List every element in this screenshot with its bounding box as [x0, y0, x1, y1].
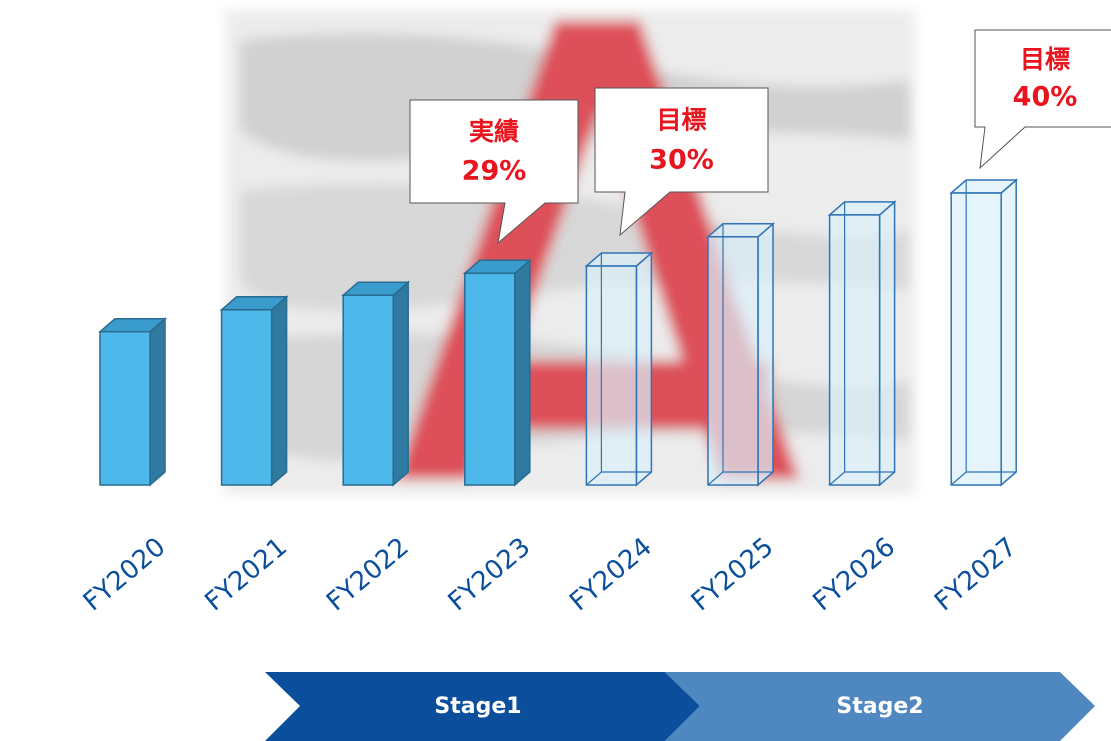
callout-note: 目標: [656, 105, 706, 134]
bar-front: [220, 309, 273, 486]
bar: [705, 222, 776, 487]
stage-arrow: [265, 672, 700, 741]
bar: [219, 295, 289, 487]
data-label: 40%: [1013, 81, 1078, 112]
x-tick-label: FY2027: [929, 532, 1023, 617]
bar-front: [828, 214, 881, 486]
stage-label: Stage2: [836, 694, 923, 719]
bar: [341, 280, 411, 487]
bar-side: [149, 317, 166, 487]
x-tick-label: FY2026: [807, 532, 901, 617]
bar: [584, 251, 654, 487]
bar-front: [464, 272, 516, 486]
callout-note: 目標: [1020, 45, 1070, 74]
bar-side: [878, 200, 896, 487]
stage-label: Stage1: [434, 694, 521, 719]
bar: [827, 200, 897, 487]
bar-front: [707, 236, 759, 486]
callout-box: [409, 99, 579, 245]
bar: [949, 178, 1019, 487]
x-tick-label: FY2022: [321, 532, 415, 617]
stage-bar: Stage1 Stage2: [265, 672, 1095, 741]
x-tick-label: FY2025: [686, 532, 780, 617]
background-image: [225, 10, 915, 495]
bar-side: [757, 222, 774, 487]
bar-side: [514, 258, 531, 487]
bar-front: [342, 294, 394, 486]
x-tick-label: FY2021: [199, 532, 293, 617]
data-label: 29%: [462, 156, 527, 187]
stage-arrow: [665, 672, 1095, 741]
bar-side: [1000, 178, 1017, 487]
bar-front: [950, 192, 1002, 486]
x-tick-label: FY2020: [78, 532, 172, 617]
data-label: 30%: [649, 144, 714, 175]
bar-front: [99, 330, 151, 486]
x-tick-label: FY2023: [443, 532, 537, 617]
callout-box: [974, 29, 1111, 170]
bar-side: [270, 295, 288, 487]
bar: [97, 317, 168, 487]
x-tick-label: FY2024: [564, 532, 658, 617]
callout-note: 実績: [469, 117, 519, 146]
bar-side: [392, 280, 409, 487]
bar-front: [585, 265, 638, 486]
callout-box: [594, 87, 769, 237]
bar-side: [635, 251, 653, 487]
bar: [462, 258, 532, 487]
